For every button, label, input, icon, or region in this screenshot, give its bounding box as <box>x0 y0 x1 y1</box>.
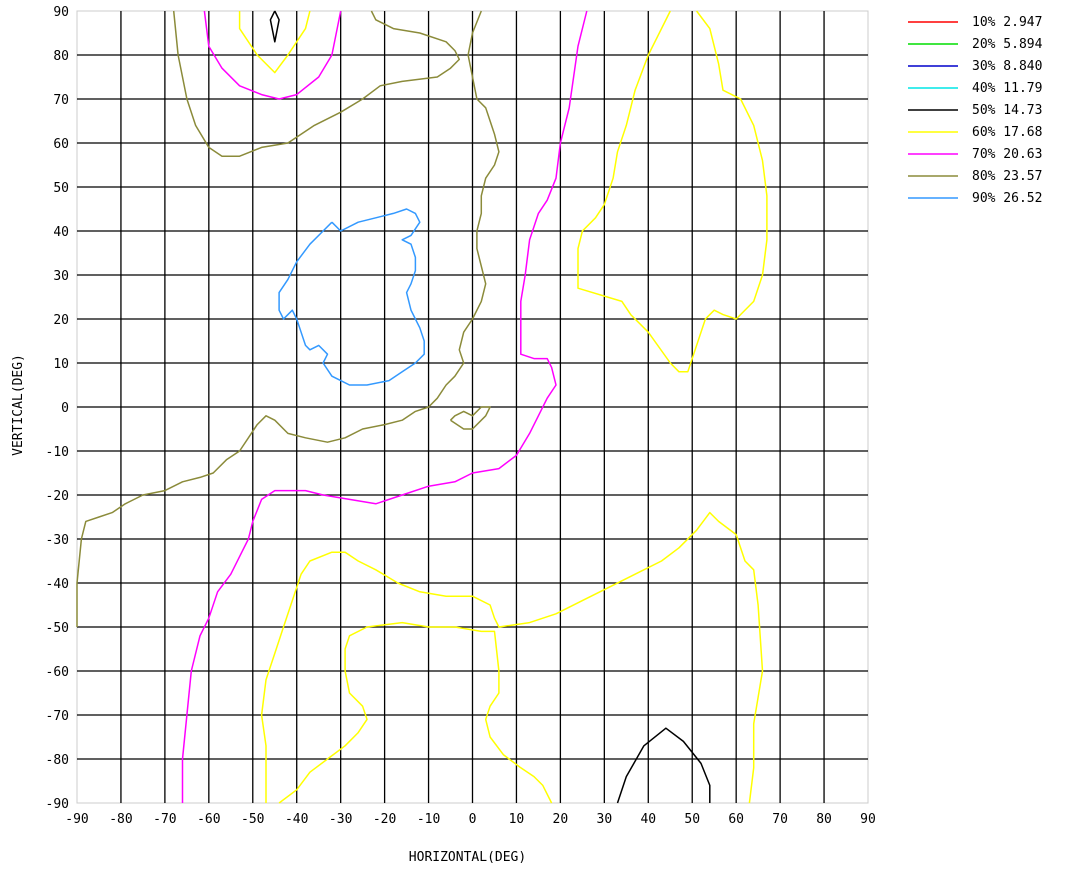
x-tick-label: 70 <box>772 812 788 827</box>
legend-label: 30% 8.840 <box>972 59 1042 74</box>
legend-label: 20% 5.894 <box>972 37 1043 52</box>
y-tick-label: 60 <box>53 137 69 152</box>
contour-line-70pct <box>181 10 588 803</box>
y-tick-label: -80 <box>46 753 69 768</box>
y-tick-label: 50 <box>53 181 69 196</box>
y-tick-label: 80 <box>53 49 69 64</box>
y-axis-title: VERTICAL(DEG) <box>11 354 26 456</box>
x-tick-label: -80 <box>109 812 132 827</box>
legend-label: 90% 26.52 <box>972 191 1042 206</box>
x-tick-label: -30 <box>329 812 352 827</box>
x-tick-label: 0 <box>469 812 477 827</box>
y-tick-label: 90 <box>53 5 69 20</box>
y-tick-label: -90 <box>46 797 69 812</box>
legend-label: 10% 2.947 <box>972 15 1042 30</box>
grid <box>76 10 869 804</box>
legend-label: 50% 14.73 <box>972 103 1042 118</box>
y-tick-label: 20 <box>53 313 69 328</box>
contour-line-60pct <box>238 10 311 74</box>
x-tick-label: -60 <box>197 812 220 827</box>
y-tick-label: 40 <box>53 225 69 240</box>
y-axis-ticks: -90 -80 -70 -60 -50 -40 -30 -20 -10 0 10 20 30 40 50 60… <box>46 5 69 812</box>
x-tick-label: -40 <box>285 812 308 827</box>
y-tick-label: -30 <box>46 533 69 548</box>
y-tick-label: -50 <box>46 621 69 636</box>
contour-line-60pct <box>577 10 768 373</box>
x-tick-label: 10 <box>509 812 525 827</box>
x-tick-label: 90 <box>860 812 876 827</box>
contour-line-90pct <box>278 208 425 386</box>
legend-label: 80% 23.57 <box>972 169 1042 184</box>
x-tick-label: -70 <box>153 812 176 827</box>
contour-line-80pct <box>172 10 461 157</box>
x-tick-label: -10 <box>417 812 440 827</box>
x-tick-label: 40 <box>640 812 656 827</box>
contour-line-50pct <box>616 727 711 804</box>
x-tick-label: 80 <box>816 812 832 827</box>
y-tick-label: -40 <box>46 577 69 592</box>
y-tick-label: -20 <box>46 489 69 504</box>
contour-line-80pct <box>76 10 500 627</box>
y-tick-label: -10 <box>46 445 69 460</box>
x-tick-label: 50 <box>684 812 700 827</box>
legend-label: 40% 11.79 <box>972 81 1042 96</box>
x-axis-ticks: -90 -80 -70 -60 -50 -40 -30 -20 -10 0 10 20 30 40 50 60… <box>65 812 876 827</box>
x-tick-label: 60 <box>728 812 744 827</box>
x-tick-label: 30 <box>597 812 613 827</box>
x-tick-label: -20 <box>373 812 396 827</box>
contour-line-50pct <box>269 10 280 43</box>
x-axis-title: HORIZONTAL(DEG) <box>409 850 526 865</box>
contour-line-60pct <box>260 511 764 804</box>
x-tick-label: -50 <box>241 812 264 827</box>
y-tick-label: 10 <box>53 357 69 372</box>
x-tick-label: 20 <box>553 812 569 827</box>
y-tick-label: -60 <box>46 665 69 680</box>
y-tick-label: 0 <box>61 401 69 416</box>
y-tick-label: 30 <box>53 269 69 284</box>
contour-line-60pct <box>278 621 553 804</box>
y-tick-label: 70 <box>53 93 69 108</box>
legend-label: 70% 20.63 <box>972 147 1042 162</box>
contour-line-70pct <box>203 10 342 100</box>
x-tick-label: -90 <box>65 812 88 827</box>
contour-lines <box>76 10 768 804</box>
contour-line-80pct <box>449 406 491 430</box>
y-tick-label: -70 <box>46 709 69 724</box>
legend-label: 60% 17.68 <box>972 125 1042 140</box>
legend: 10% 2.947 20% 5.894 30% 8.840 40% 11.79 50% … <box>908 15 1043 206</box>
